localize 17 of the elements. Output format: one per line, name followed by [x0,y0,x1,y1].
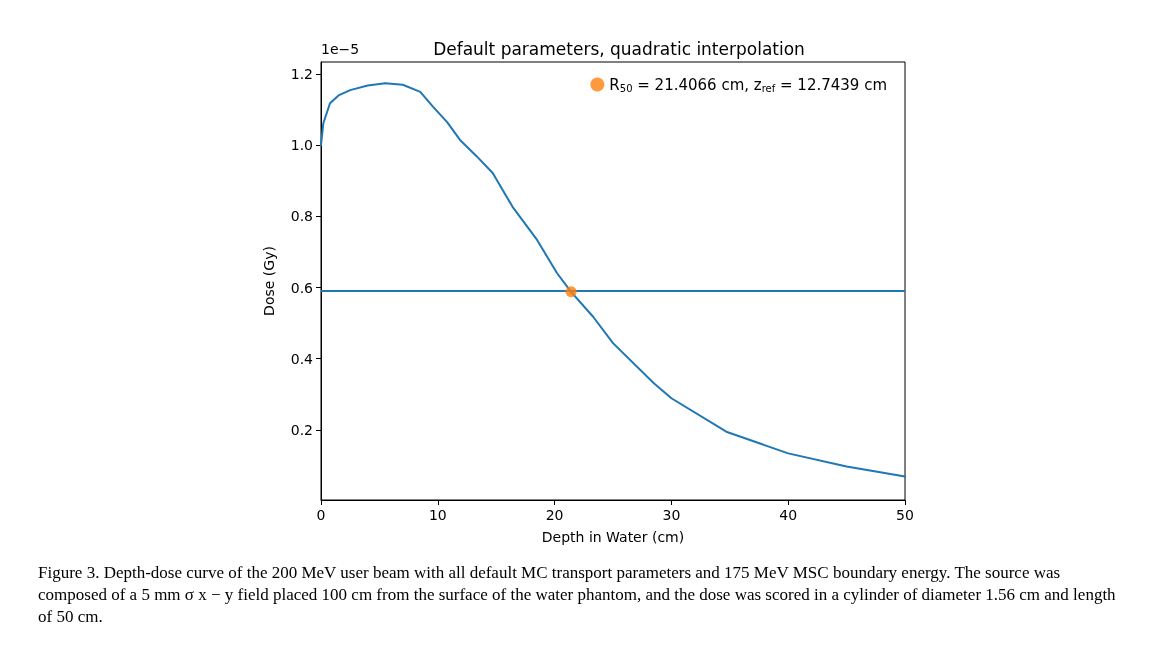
x-tick-label: 40 [779,507,798,523]
x-tick-label: 50 [896,507,914,523]
x-tick-label: 0 [316,507,326,523]
y-axis-title: Dose (Gy) [261,246,277,316]
x-axis-title: Depth in Water (cm) [541,529,685,545]
y-tick-label: 1.2 [290,66,313,83]
x-tick-label: 10 [428,507,447,523]
text: 1e−5 [321,41,360,57]
chart-title: Default parameters, quadratic interpolation [433,38,805,59]
x-tick-label: 30 [662,507,681,523]
y-tick-label: 0.2 [290,421,313,438]
y-tick-label: 0.6 [290,279,314,296]
x-tick-label: 20 [545,507,564,523]
y-tick-label: 0.4 [290,350,314,367]
y-tick-label: 0.8 [290,208,313,225]
caption: Figure 3. Depth-dose curve of the 200 MeV user beam with all default MC transport parameters and 175 MeV MSC boundary energy. The source was composed of a 5 mm σ x − y field placed 100 cm from the surface of the water phantom, and the dose was scored in a cylinder of diameter 1.56 cm and length of 50 cm. [38,562,1117,628]
y-tick-label: 1.0 [290,137,313,154]
